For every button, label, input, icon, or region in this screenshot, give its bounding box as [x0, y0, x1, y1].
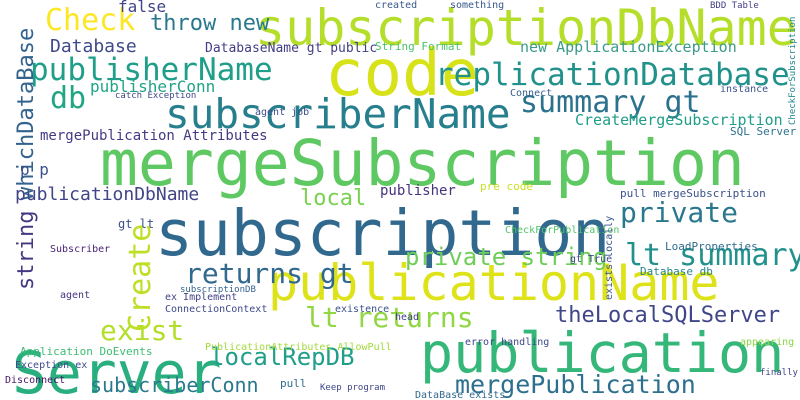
word: gt True: [570, 254, 612, 265]
word: DatabaseName gt public: [205, 41, 377, 56]
word: appearing: [740, 337, 794, 348]
word: LoadProperties: [665, 240, 758, 253]
word: ex Implement: [165, 292, 237, 303]
word: ConnectionContext: [165, 304, 267, 315]
word: pull: [280, 377, 307, 390]
word: catch Exception: [115, 91, 196, 101]
word: agent job: [255, 107, 309, 118]
word: localRepDB: [210, 343, 355, 371]
word: publicationName: [268, 254, 720, 312]
word: new ApplicationException: [520, 38, 737, 56]
word: private string: [405, 243, 607, 271]
word: Connect: [510, 88, 552, 99]
word: created: [375, 0, 417, 11]
word: exists locally: [604, 216, 615, 300]
word: code: [325, 37, 479, 111]
word: mergePublication: [455, 370, 696, 399]
word: subscriberName: [165, 90, 511, 138]
word: finally: [760, 368, 799, 378]
word: CheckForPublication: [505, 225, 619, 236]
word: publisherName: [30, 52, 273, 88]
word: gt lt: [118, 217, 154, 231]
word: throw new: [150, 11, 270, 36]
word: publisher: [380, 183, 456, 199]
word: Database db: [640, 265, 713, 278]
word: pre code: [480, 180, 533, 193]
word: Exception ex: [15, 360, 87, 371]
word: exist: [100, 314, 184, 347]
word: string: [14, 211, 39, 290]
word: whichDataBase: [14, 28, 39, 200]
word: DataBase exists: [415, 390, 505, 400]
word: db: [50, 81, 86, 116]
word: summary gt: [520, 85, 701, 120]
word: Database: [50, 36, 137, 57]
word: mergePublication Attributes: [40, 128, 268, 144]
word: Application DoEvents: [20, 345, 152, 358]
word: private: [620, 196, 738, 229]
word: Keep program: [320, 383, 385, 393]
word: lt returns: [305, 301, 474, 334]
word: BDD Table: [710, 1, 759, 11]
word: agent: [60, 290, 90, 301]
word: local: [300, 186, 366, 211]
word: theLocalSQLServer: [555, 303, 780, 328]
word: Subscriber: [50, 244, 110, 255]
word: subscriberConn: [90, 373, 259, 397]
word: replicationDatabase: [435, 57, 790, 93]
word: subscription: [155, 197, 610, 270]
word: existence: [335, 304, 389, 315]
word: Disconnect: [5, 375, 65, 386]
word: something: [450, 0, 504, 11]
word: Create: [123, 224, 158, 332]
word: publisherConn: [90, 77, 215, 96]
word: CreateMergeSubscription: [575, 111, 783, 129]
word: returns gt: [185, 257, 354, 290]
word: SQL Server: [730, 125, 797, 138]
word: PublicationAttributes AllowPull: [205, 342, 392, 353]
word: instance: [720, 84, 768, 95]
word: publication: [420, 321, 784, 385]
word: Check: [45, 3, 135, 38]
word: mergeSubscription: [100, 127, 745, 200]
word: pull mergeSubscription: [620, 187, 766, 200]
word: publicationDbName: [15, 184, 199, 205]
word: subscriptionDB: [180, 285, 256, 295]
word: head: [395, 312, 419, 323]
word: false: [118, 0, 166, 16]
word: p p: [20, 160, 49, 179]
word: subscriptionDbName: [255, 0, 797, 57]
word: error handling: [465, 337, 549, 348]
word: CheckForSubscription: [788, 17, 798, 125]
word: lt summary: [625, 238, 800, 273]
word: String Format: [375, 40, 461, 53]
word: Server: [12, 339, 222, 400]
